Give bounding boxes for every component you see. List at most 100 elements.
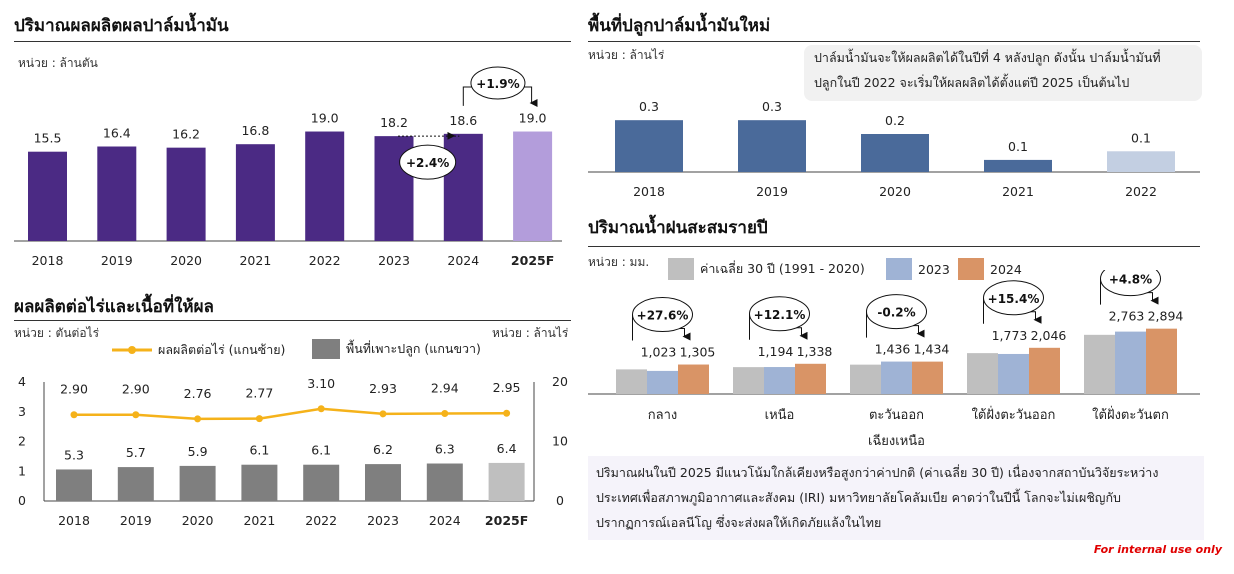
rainfall-bar-4-2024 <box>1146 328 1177 394</box>
legend-2024: 2024 <box>958 258 1022 280</box>
rainfall-2023-label-0: 1,023 <box>641 345 677 360</box>
new-area-x-tick-2021: 2021 <box>1002 184 1034 199</box>
rainfall-bar-3-2023 <box>998 353 1029 394</box>
legend-area-label: พื้นที่เพาะปลูก (แกนขวา) <box>346 341 481 356</box>
new-area-bar-2020 <box>861 134 929 172</box>
rainfall-growth-label-2: -0.2% <box>877 306 915 320</box>
rainfall-x-tick-3-0: ใต้ฝั่งตะวันออก <box>972 406 1056 423</box>
production-bar-2018 <box>28 151 67 241</box>
production-bar-2019 <box>97 146 137 241</box>
rainfall-growth-label-4: +4.8% <box>1109 273 1152 287</box>
legend-bar-swatch <box>312 339 340 359</box>
production-x-tick-2025F: 2025F <box>511 253 554 268</box>
production-chart-title: ปริมาณผลผลิตผลปาล์มน้ำมัน <box>14 16 229 36</box>
yield-per-rai-point-2021 <box>255 415 263 423</box>
rainfall-bar-3-2024 <box>1029 347 1060 394</box>
rainfall-2023-label-2: 1,436 <box>875 342 911 357</box>
rainfall-growth-bubble-0 <box>632 297 693 333</box>
production-x-tick-2019: 2019 <box>101 253 133 268</box>
rainfall-bar-1-ค่าเฉลี่ย-30-ปี-(1991---2020) <box>733 367 764 394</box>
production-value-label-2019: 16.4 <box>103 126 131 141</box>
yield-area-label-2025F: 6.4 <box>497 441 517 456</box>
yield-right-tick-0: 0 <box>556 493 564 508</box>
new-area-note: ปาล์มน้ำมันจะให้ผลผลิตได้ในปีที่ 4 หลังป… <box>804 45 1202 101</box>
rainfall-unit-label: หน่วย : มม. <box>588 255 650 269</box>
production-bar-2024 <box>443 133 483 241</box>
new-area-x-tick-2022: 2022 <box>1125 184 1157 199</box>
production-x-tick-2020: 2020 <box>170 253 202 268</box>
yield-per-rai-label-2024: 2.94 <box>431 381 459 396</box>
yield-area-label-2021: 6.1 <box>249 443 269 458</box>
rainfall-bar-0-ค่าเฉลี่ย-30-ปี-(1991---2020) <box>616 369 647 394</box>
new-area-value-label-2021: 0.1 <box>1008 139 1028 154</box>
legend-yield-per-rai: ผลผลิตต่อไร่ (แกนซ้าย) <box>112 340 285 360</box>
new-area-bar-2018 <box>615 120 683 172</box>
rainfall-2023-label-4: 2,763 <box>1109 309 1145 324</box>
rainfall-x-tick-0-0: กลาง <box>648 408 678 423</box>
yield-per-rai-point-2018 <box>70 411 78 419</box>
yield-area-bar-2020 <box>179 465 216 501</box>
rainfall-bar-2-2024 <box>912 361 943 394</box>
legend-30yr-swatch <box>668 258 694 280</box>
rainfall-bar-4-2023 <box>1115 331 1146 394</box>
production-x-tick-2021: 2021 <box>239 253 271 268</box>
production-unit-label: หน่วย : ล้านตัน <box>18 56 98 70</box>
new-area-chart-title: พื้นที่ปลูกปาล์มน้ำมันใหม่ <box>588 16 771 36</box>
yield-unit-left: หน่วย : ตันต่อไร่ <box>14 326 100 340</box>
yield-per-rai-label-2022: 3.10 <box>307 376 335 391</box>
rainfall-bar-0-2023 <box>647 370 678 394</box>
production-value-label-2024: 18.6 <box>449 113 477 128</box>
yield-area-bar-2023 <box>365 464 401 501</box>
yield-area-bar-2018 <box>56 469 92 501</box>
yield-per-rai-point-2022 <box>317 405 325 413</box>
production-bar-2021 <box>235 144 275 241</box>
yield-x-tick-2024: 2024 <box>429 513 461 528</box>
new-area-x-tick-2020: 2020 <box>879 184 911 199</box>
production-bar-2022 <box>305 131 345 241</box>
production-x-tick-2022: 2022 <box>309 253 341 268</box>
production-value-label-2020: 16.2 <box>172 127 200 142</box>
rainfall-2024-label-0: 1,305 <box>680 345 716 360</box>
rainfall-2024-label-3: 2,046 <box>1031 328 1067 343</box>
yield-x-tick-2018: 2018 <box>58 513 90 528</box>
yield-x-tick-2019: 2019 <box>120 513 152 528</box>
new-area-chart: 0.3 2018 0.3 2019 0.2 2020 0.1 2021 0.1 2022 <box>588 99 1200 199</box>
yield-area-bar-2021 <box>241 464 278 501</box>
rainfall-2024-label-1: 1,338 <box>797 344 833 359</box>
yield-per-rai-point-2023 <box>379 410 387 418</box>
legend-2023: 2023 <box>886 258 950 280</box>
yield-x-tick-2022: 2022 <box>305 513 337 528</box>
new-area-x-tick-2019: 2019 <box>756 184 788 199</box>
new-area-value-label-2020: 0.2 <box>885 113 905 128</box>
rainfall-x-tick-2-1: เฉียงเหนือ <box>868 433 925 449</box>
legend-planted-area: พื้นที่เพาะปลูก (แกนขวา) <box>312 339 481 359</box>
rainfall-bar-1-2023 <box>764 367 795 394</box>
yield-area-bar-2019 <box>117 467 154 501</box>
yield-right-tick-20: 20 <box>552 374 568 389</box>
rainfall-bar-1-2024 <box>795 363 826 394</box>
yield-area-bar-2022 <box>303 464 340 501</box>
new-area-bar-2022 <box>1107 151 1175 172</box>
yield-per-rai-line <box>74 407 507 421</box>
legend-line-swatch <box>112 346 152 354</box>
new-area-note-line-1: ปาล์มน้ำมันจะให้ผลผลิตได้ในปีที่ 4 หลังป… <box>814 50 1161 65</box>
production-title-underline <box>14 41 571 42</box>
yield-left-tick-1: 1 <box>18 463 26 478</box>
yield-per-rai-label-2025F: 2.95 <box>493 380 521 395</box>
rainfall-bar-2-2023 <box>881 361 912 394</box>
yield-area-label-2019: 5.7 <box>126 445 146 460</box>
rainfall-footnote: ปริมาณฝนในปี 2025 มีแนวโน้มใกล้เคียงหรือ… <box>588 456 1204 540</box>
legend-2023-swatch <box>886 258 912 280</box>
yield-unit-right: หน่วย : ล้านไร่ <box>492 326 569 340</box>
new-area-note-line-2: ปลูกในปี 2022 จะเริ่มให้ผลผลิตได้ตั้งแต่… <box>814 75 1130 90</box>
rainfall-2024-label-4: 2,894 <box>1148 309 1184 324</box>
yield-left-tick-0: 0 <box>18 493 26 508</box>
yield-x-tick-2025F: 2025F <box>485 513 528 528</box>
production-growth-bubble-2024 <box>399 144 457 180</box>
rainfall-2024-label-2: 1,434 <box>914 342 950 357</box>
yield-x-tick-2021: 2021 <box>243 513 275 528</box>
new-area-bar-2021 <box>984 159 1052 172</box>
rainfall-chart: 1,023 1,305 +27.6% กลาง 1,194 1,338 +12.1% เหนื… <box>588 270 1200 449</box>
yield-left-tick-3: 3 <box>18 404 26 419</box>
new-area-title-underline <box>588 41 1200 42</box>
